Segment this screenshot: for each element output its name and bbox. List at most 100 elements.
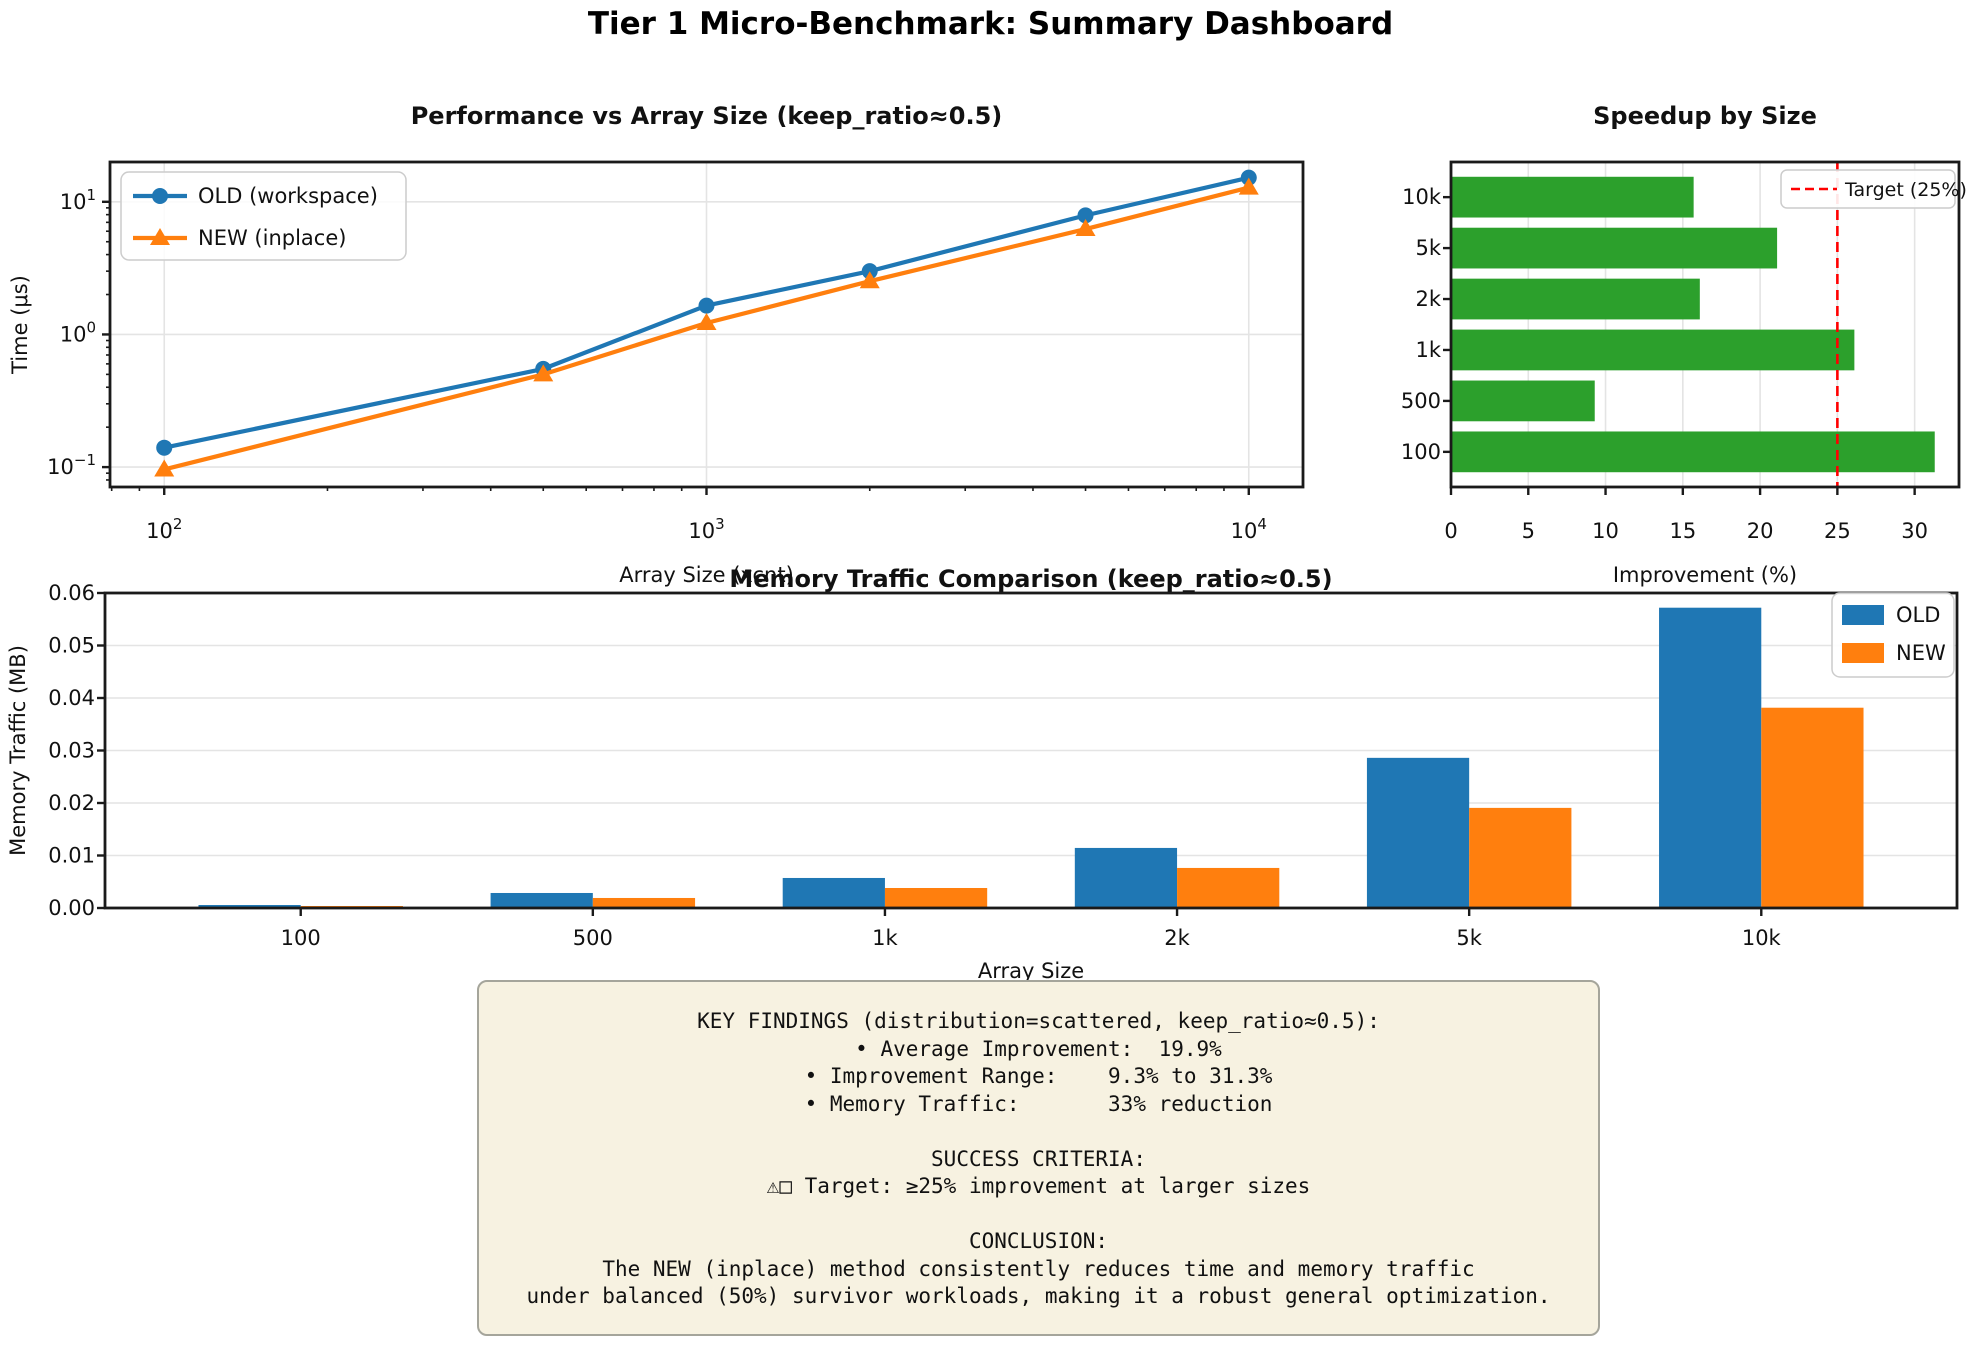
- data-point-circle: [698, 297, 715, 314]
- y-axis-label: Time (μs): [8, 275, 32, 375]
- speedup-bar: [1451, 227, 1778, 269]
- y-tick-label: 0.01: [48, 844, 95, 868]
- legend-label: OLD: [1896, 603, 1940, 627]
- series-line: [163, 175, 1250, 450]
- y-tick-label: 0.03: [48, 739, 95, 763]
- page-title: Tier 1 Micro-Benchmark: Summary Dashboar…: [587, 6, 1394, 42]
- superscript: 1: [86, 186, 96, 204]
- memory-bar: [1761, 707, 1864, 908]
- y-tick-label: 2k: [1415, 287, 1441, 311]
- legend-marker-circle: [152, 188, 168, 204]
- x-tick-label: 20: [1747, 519, 1774, 543]
- superscript: 0: [86, 318, 96, 336]
- legend-label: NEW: [1896, 641, 1946, 665]
- finding-line: CONCLUSION:: [968, 1229, 1109, 1253]
- y-tick-label: 0.02: [48, 791, 95, 815]
- speedup-bar: [1451, 176, 1694, 218]
- data-point-triangle: [533, 364, 554, 382]
- y-tick-label: 100: [1401, 440, 1441, 464]
- y-tick-label: 0.04: [48, 686, 95, 710]
- finding-line: KEY FINDINGS (distribution=scattered, ke…: [697, 1009, 1380, 1033]
- chart-title: Performance vs Array Size (keep_ratio≈0.…: [411, 102, 1003, 130]
- superscript: 3: [715, 515, 725, 533]
- memory-bar: [300, 906, 403, 908]
- legend-box: [1780, 169, 1956, 209]
- plot-border: [1449, 160, 1961, 489]
- plot-border: [108, 160, 1305, 489]
- y-axis-label: Memory Traffic (MB): [6, 645, 30, 856]
- y-tick-label: 0.06: [48, 581, 95, 605]
- y-tick-label: 10−1: [47, 451, 96, 479]
- superscript: 2: [173, 515, 183, 533]
- memory-bar: [592, 897, 696, 908]
- speedup-bar: [1451, 278, 1700, 320]
- x-tick-label: 2k: [1164, 926, 1190, 950]
- legend-label: OLD (workspace): [198, 184, 378, 208]
- data-point-triangle: [1075, 219, 1096, 237]
- legend-box: [1831, 592, 1955, 678]
- memory-bar: [884, 887, 988, 908]
- speedup-bar-chart: Speedup by Size 100 500 1k 2k 5k 10k 0 5 10 15 20 25…: [1401, 102, 1967, 587]
- data-point-circle: [1240, 169, 1257, 186]
- memory-bar: [490, 892, 593, 908]
- data-point-triangle: [859, 271, 880, 289]
- data-point-triangle: [154, 459, 175, 477]
- y-tick-label: 101: [60, 186, 96, 214]
- superscript: 4: [1257, 515, 1267, 533]
- x-tick-label: 1k: [872, 926, 898, 950]
- memory-bar: [1366, 757, 1470, 908]
- x-tick-label: 10k: [1742, 926, 1782, 950]
- y-tick-label: 0.05: [48, 634, 95, 658]
- speedup-bar: [1451, 380, 1595, 422]
- memory-traffic-chart: Memory Traffic Comparison (keep_ratio≈0.…: [6, 565, 1959, 983]
- x-tick-label: 5k: [1456, 926, 1482, 950]
- memory-bar: [1469, 807, 1572, 908]
- x-tick-label: 103: [688, 515, 724, 543]
- key-findings-box: KEY FINDINGS (distribution=scattered, ke…: [477, 980, 1600, 1336]
- legend-marker-triangle: [150, 228, 170, 245]
- memory-bar: [1074, 847, 1178, 908]
- plot-border: [103, 591, 1959, 910]
- data-point-circle: [535, 360, 552, 377]
- finding-line: • Average Improvement: 19.9%: [855, 1036, 1222, 1061]
- memory-bar: [198, 905, 301, 908]
- x-axis-label: Array Size (xcnt): [619, 563, 794, 587]
- x-tick-label: 5: [1522, 519, 1535, 543]
- x-tick-label: 25: [1824, 519, 1851, 543]
- x-tick-label: 100: [281, 926, 321, 950]
- memory-bar: [1177, 867, 1280, 908]
- y-tick-label: 0.00: [48, 896, 95, 920]
- x-tick-label: 15: [1669, 519, 1696, 543]
- data-point-circle: [861, 263, 878, 280]
- x-tick-label: 102: [146, 515, 182, 543]
- legend-label: Target (25%): [1844, 179, 1967, 201]
- legend-swatch: [1842, 643, 1884, 663]
- finding-line: The NEW (inplace) method consistently re…: [602, 1256, 1475, 1281]
- x-tick-label: 10: [1592, 519, 1619, 543]
- finding-line: SUCCESS CRITERIA:: [931, 1146, 1146, 1171]
- data-point-circle: [156, 439, 173, 456]
- x-tick-label: 104: [1231, 515, 1267, 543]
- finding-line: [479, 1118, 1598, 1146]
- y-tick-label: 100: [60, 318, 96, 346]
- x-tick-label: 500: [573, 926, 613, 950]
- finding-line: • Improvement Range: 9.3% to 31.3%: [804, 1064, 1273, 1088]
- series-line: [163, 185, 1250, 472]
- performance-line-chart: Performance vs Array Size (keep_ratio≈0.…: [8, 102, 1305, 587]
- superscript: −1: [74, 451, 96, 469]
- legend-box: [120, 171, 407, 261]
- speedup-bar: [1451, 431, 1935, 473]
- x-tick-label: 30: [1901, 519, 1928, 543]
- finding-line: ⚠□ Target: ≥25% improvement at larger si…: [766, 1174, 1311, 1198]
- finding-line: [479, 1201, 1598, 1229]
- legend-swatch: [1842, 605, 1884, 625]
- chart-title: Speedup by Size: [1593, 102, 1817, 130]
- x-tick-label: 0: [1444, 519, 1457, 543]
- chart-title: Memory Traffic Comparison (keep_ratio≈0.…: [729, 565, 1332, 593]
- memory-bar: [1659, 607, 1762, 908]
- y-tick-label: 500: [1401, 389, 1441, 413]
- memory-bar: [782, 877, 885, 908]
- x-axis-label: Improvement (%): [1613, 563, 1797, 587]
- data-point-triangle: [696, 312, 717, 330]
